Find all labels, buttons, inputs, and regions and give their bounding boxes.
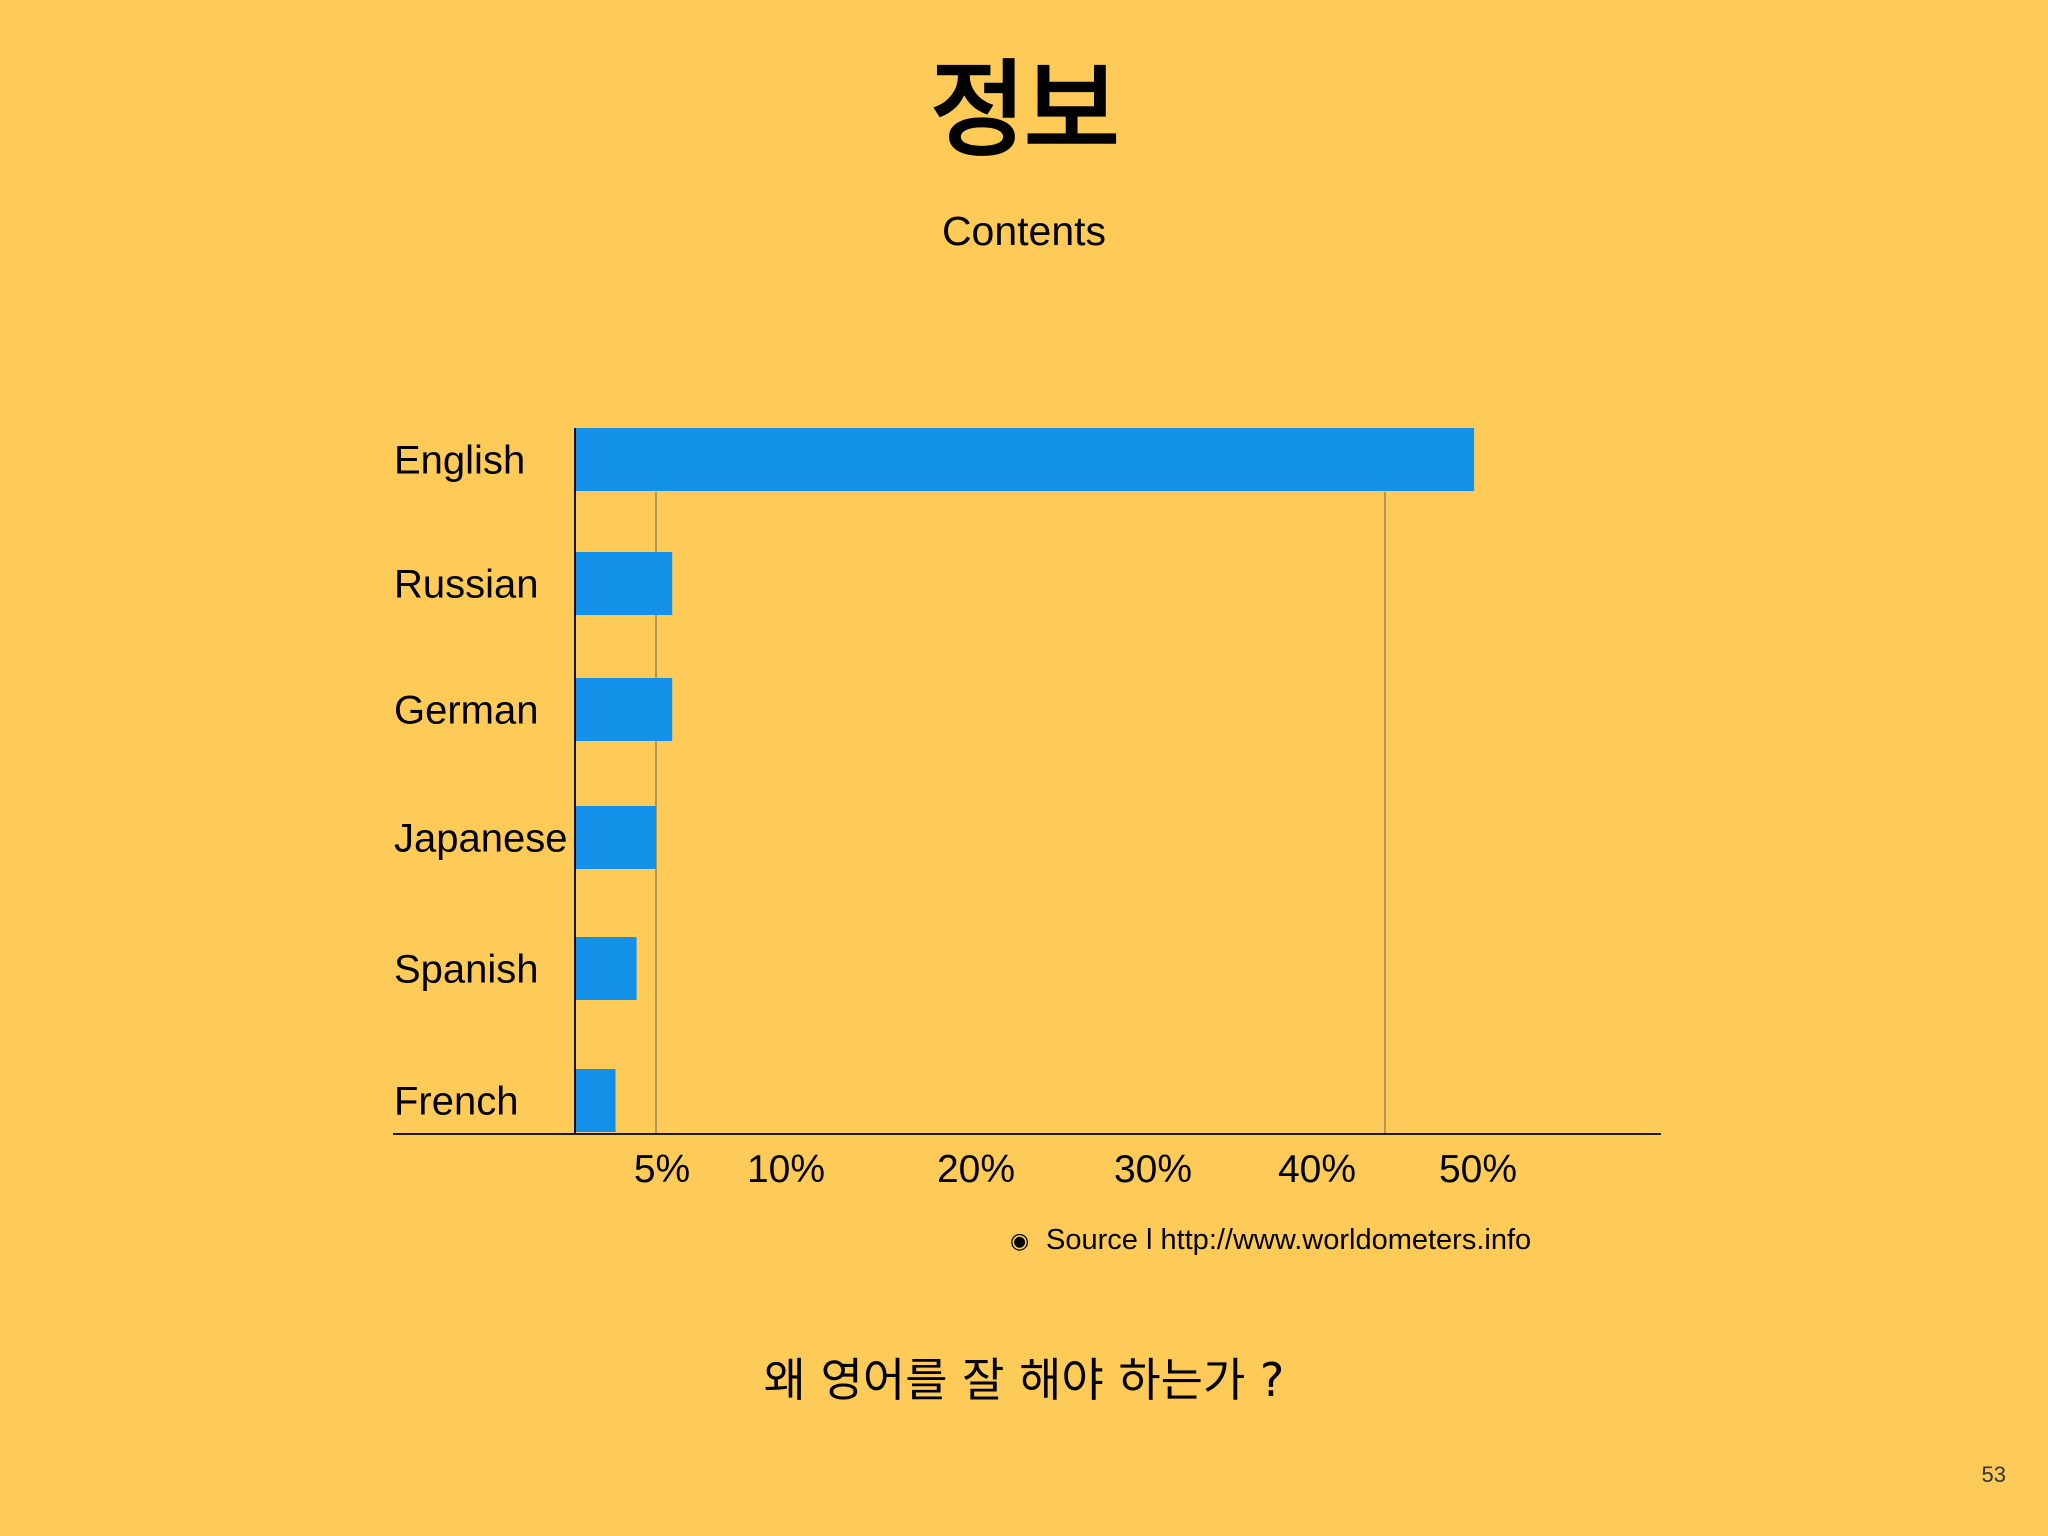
tick-label-10pct: 10% [747, 1148, 825, 1191]
category-label-english: English [394, 439, 525, 483]
bar-russian [575, 552, 673, 615]
chart-bars [575, 428, 1475, 1132]
source-link[interactable]: Source l http://www.worldometers.info [1046, 1224, 1532, 1256]
source-bullet-icon: ◉ [1010, 1228, 1030, 1253]
slide-question: 왜 영어를 잘 해야 하는가 ? [763, 1353, 1285, 1407]
category-label-spanish: Spanish [394, 948, 539, 992]
source-note: ◉ Source l http://www.worldometers.info [1010, 1222, 1531, 1259]
slide-title: 정보 [930, 49, 1119, 171]
category-label-japanese: Japanese [394, 817, 567, 861]
page-number: 53 [1981, 1462, 2006, 1487]
bar-spanish [575, 937, 637, 1000]
bar-japanese [575, 806, 656, 869]
category-label-german: German [394, 689, 539, 733]
tick-label-20pct: 20% [937, 1148, 1015, 1191]
bar-english [575, 428, 1475, 491]
category-label-french: French [394, 1080, 519, 1124]
tick-label-5pct: 5% [634, 1148, 690, 1191]
category-label-russian: Russian [394, 563, 539, 607]
bar-german [575, 678, 673, 741]
tick-label-50pct: 50% [1439, 1148, 1517, 1191]
chart-gridlines [655, 492, 1386, 1134]
category-labels: English Russian German Japanese Spanish Frenc… [394, 439, 567, 1124]
bar-french [575, 1069, 616, 1132]
tick-labels: 5% 10% 20% 30% 40% 50% [634, 1148, 1517, 1191]
chart-axes [393, 428, 1661, 1135]
slide-subtitle: Contents [941, 208, 1107, 254]
tick-label-30pct: 30% [1114, 1148, 1192, 1191]
tick-label-40pct: 40% [1278, 1148, 1356, 1191]
